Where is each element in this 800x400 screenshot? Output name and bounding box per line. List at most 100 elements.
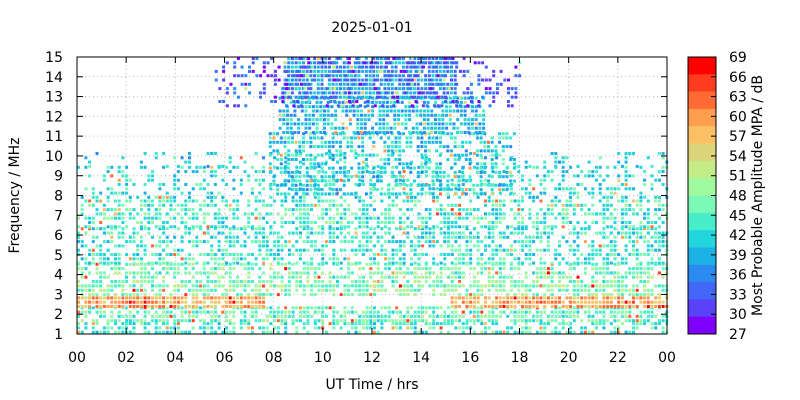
heatmap-cell: [287, 69, 291, 73]
heatmap-cell: [524, 293, 528, 297]
heatmap-cell: [464, 149, 468, 153]
heatmap-cell: [565, 216, 569, 220]
heatmap-cell: [324, 330, 328, 334]
heatmap-cell: [173, 199, 177, 203]
heatmap-cell: [195, 300, 199, 304]
heatmap-cell: [376, 61, 379, 65]
heatmap-cell: [339, 319, 343, 323]
heatmap-cell: [236, 296, 240, 300]
heatmap-cell: [221, 296, 225, 300]
heatmap-cell: [591, 275, 595, 279]
heatmap-cell: [428, 235, 432, 239]
heatmap-cell: [457, 183, 461, 187]
heatmap-cell: [184, 284, 188, 288]
heatmap-cell: [461, 225, 465, 229]
heatmap-cell: [173, 288, 177, 292]
heatmap-cell: [468, 175, 472, 179]
heatmap-cell: [521, 208, 524, 212]
heatmap-cell: [154, 284, 158, 288]
heatmap-cell: [176, 227, 180, 231]
heatmap-cell: [356, 122, 360, 126]
heatmap-cell: [435, 78, 439, 82]
heatmap-cell: [328, 221, 332, 224]
heatmap-cell: [543, 227, 547, 231]
heatmap-cell: [158, 203, 162, 207]
heatmap-cell: [280, 319, 284, 323]
heatmap-cell: [476, 293, 480, 297]
heatmap-cell: [358, 178, 362, 182]
heatmap-cell: [77, 165, 80, 169]
heatmap-cell: [158, 195, 162, 199]
heatmap-cell: [206, 288, 210, 292]
heatmap-cell: [371, 96, 375, 100]
heatmap-cell: [295, 284, 299, 288]
heatmap-cell: [550, 227, 554, 231]
heatmap-cell: [121, 326, 125, 330]
heatmap-cell: [580, 296, 584, 300]
heatmap-cell: [295, 231, 299, 235]
heatmap-cell: [458, 225, 462, 229]
heatmap-cell: [254, 305, 258, 308]
heatmap-cell: [639, 271, 643, 275]
heatmap-cell: [206, 183, 210, 186]
heatmap-cell: [487, 314, 491, 318]
heatmap-cell: [438, 162, 442, 166]
heatmap-cell: [413, 227, 417, 231]
heatmap-cell: [276, 326, 280, 330]
heatmap-cell: [169, 326, 173, 330]
heatmap-cell: [447, 267, 450, 271]
heatmap-cell: [421, 244, 425, 248]
heatmap-cell: [316, 192, 320, 196]
heatmap-cell: [369, 310, 373, 314]
heatmap-cell: [280, 221, 284, 224]
heatmap-cell: [361, 140, 365, 144]
heatmap-cell: [210, 267, 214, 271]
heatmap-cell: [336, 284, 339, 288]
heatmap-cell: [528, 288, 532, 292]
heatmap-cell: [439, 326, 443, 330]
heatmap-cell: [254, 152, 258, 155]
heatmap-cell: [632, 330, 635, 334]
heatmap-cell: [287, 166, 291, 170]
heatmap-cell: [132, 183, 136, 186]
heatmap-cell: [290, 136, 294, 140]
heatmap-cell: [413, 310, 417, 314]
heatmap-cell: [295, 165, 299, 169]
heatmap-cell: [394, 136, 398, 140]
heatmap-cell: [305, 183, 309, 187]
heatmap-cell: [385, 105, 389, 109]
heatmap-cell: [587, 310, 591, 314]
heatmap-cell: [258, 170, 262, 174]
heatmap-cell: [483, 140, 487, 144]
heatmap-cell: [273, 284, 277, 288]
heatmap-cell: [335, 61, 339, 65]
heatmap-cell: [409, 170, 413, 174]
heatmap-cell: [321, 231, 325, 235]
heatmap-cell: [343, 293, 347, 297]
heatmap-cell: [461, 326, 465, 330]
heatmap-cell: [348, 109, 352, 113]
heatmap-cell: [501, 188, 505, 192]
heatmap-cell: [483, 192, 487, 196]
heatmap-cell: [213, 300, 217, 304]
heatmap-cell: [247, 280, 251, 283]
heatmap-cell: [383, 145, 387, 149]
heatmap-cell: [143, 183, 147, 186]
heatmap-cell: [357, 162, 361, 166]
heatmap-cell: [354, 174, 358, 178]
heatmap-cell: [654, 195, 658, 199]
heatmap-cell: [379, 166, 383, 170]
heatmap-cell: [147, 178, 151, 182]
heatmap-cell: [121, 221, 125, 224]
heatmap-cell: [310, 203, 314, 207]
heatmap-cell: [319, 109, 323, 113]
heatmap-cell: [443, 253, 447, 256]
heatmap-cell: [569, 203, 573, 207]
heatmap-cell: [364, 57, 368, 60]
heatmap-cell: [439, 152, 443, 155]
heatmap-cell: [202, 284, 206, 288]
heatmap-cell: [509, 225, 513, 229]
heatmap-cell: [431, 140, 435, 144]
heatmap-cell: [580, 170, 584, 174]
heatmap-cell: [331, 158, 335, 161]
